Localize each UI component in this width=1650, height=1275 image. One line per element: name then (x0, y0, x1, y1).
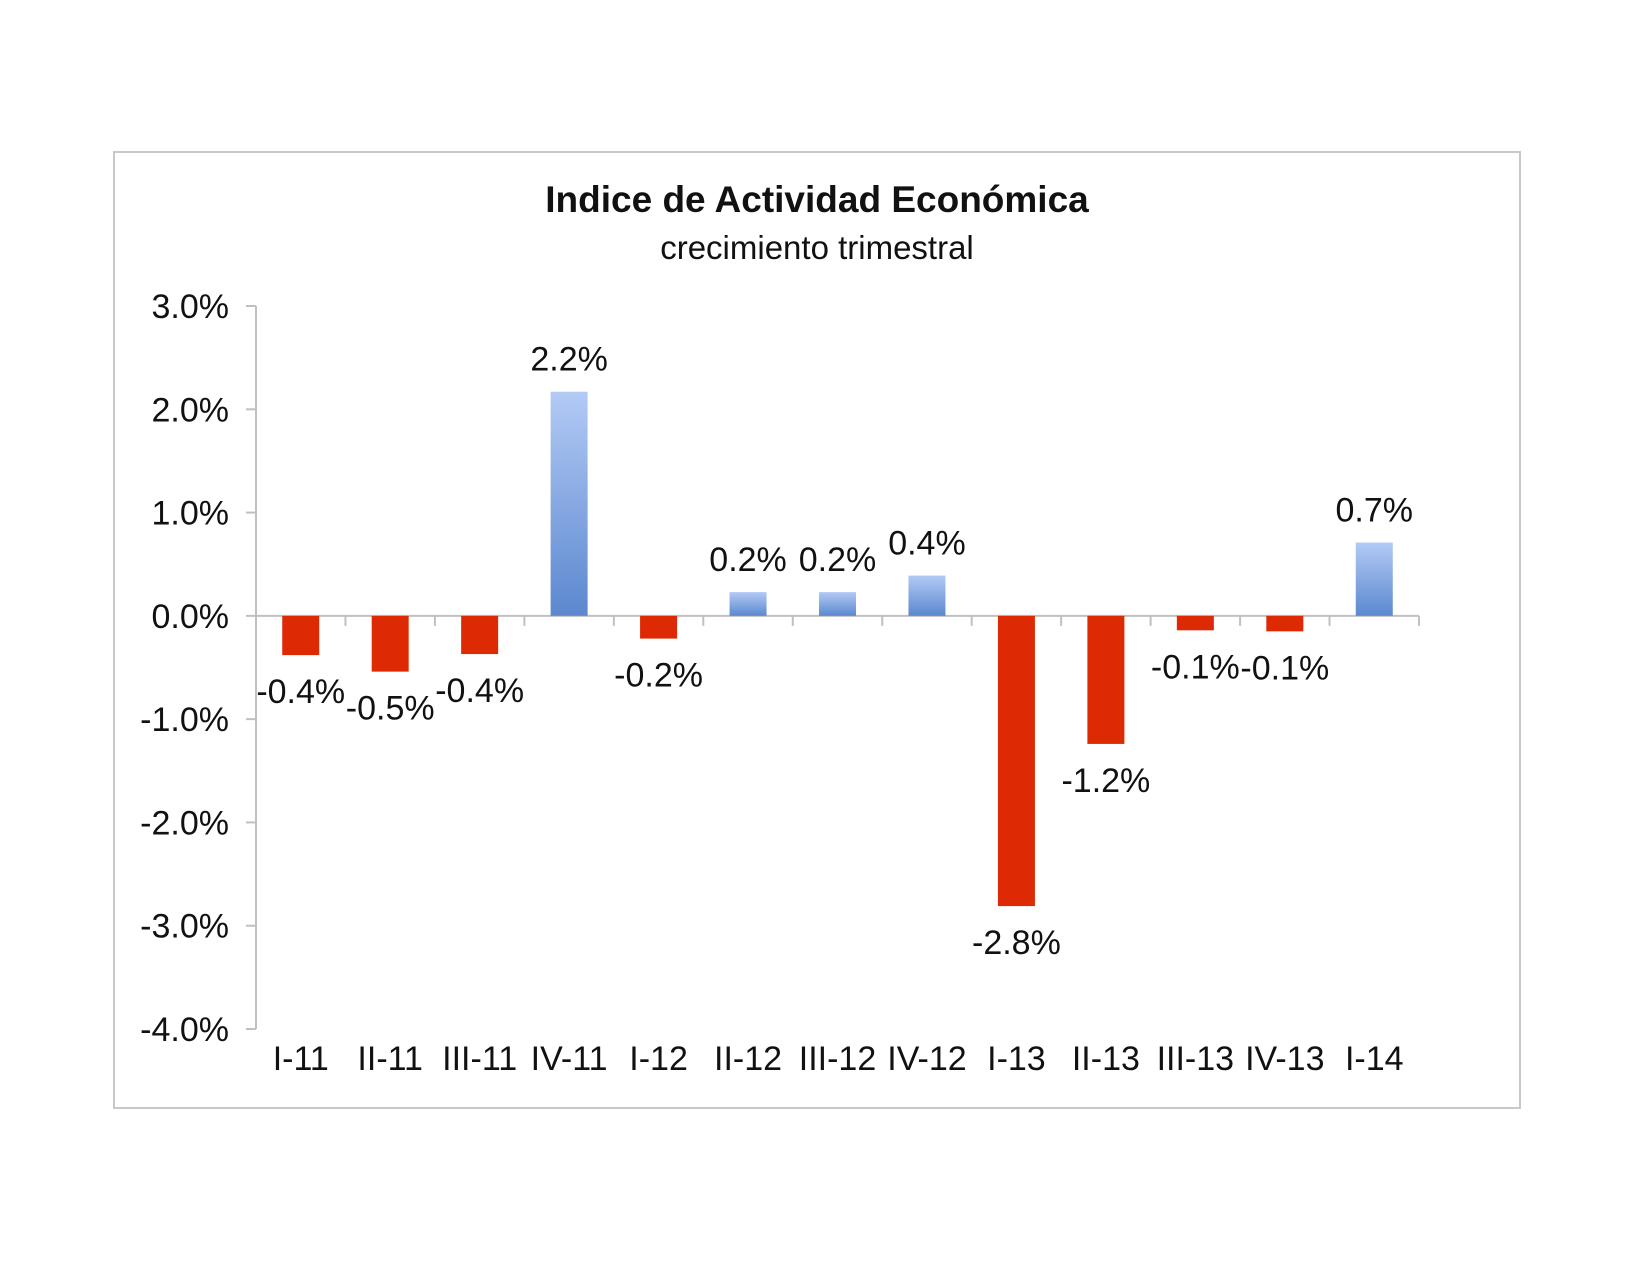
data-label-IV-12: 0.4% (888, 525, 966, 563)
x-tick-label: II-11 (357, 1040, 423, 1078)
chart-frame: Indice de Actividad Económica crecimient… (113, 151, 1521, 1109)
bar-I-13 (997, 615, 1035, 907)
bar-I-14 (1355, 542, 1393, 616)
x-tick-label: I-12 (629, 1040, 688, 1078)
bar-II-13 (1087, 615, 1125, 744)
data-label-IV-11: 2.2% (530, 341, 608, 379)
y-tick-label: -4.0% (140, 1011, 229, 1049)
chart-subtitle: crecimiento trimestral (660, 229, 974, 266)
data-label-I-14: 0.7% (1336, 492, 1414, 530)
x-tick-label: I-11 (273, 1040, 329, 1078)
chart-title: Indice de Actividad Económica (545, 179, 1089, 220)
data-label-II-12: 0.2% (709, 541, 787, 579)
bar-IV-13 (1266, 615, 1304, 632)
data-label-III-11: -0.4% (435, 672, 524, 710)
x-tick-label: I-13 (987, 1040, 1046, 1078)
x-tick-label: III-12 (799, 1040, 876, 1078)
data-label-I-12: -0.2% (614, 657, 703, 695)
y-tick-label: 0.0% (152, 598, 230, 636)
bar-III-13 (1176, 615, 1214, 631)
axes: 3.0% 2.0% 1.0% 0.0% -1.0% -2.0% -3.0% -4.0% (140, 288, 1420, 1049)
bar-I-11 (282, 615, 320, 656)
x-tick-label: II-13 (1072, 1040, 1140, 1078)
bar-III-12 (819, 592, 856, 616)
y-tick-label: 1.0% (152, 495, 230, 533)
bar-II-12 (729, 592, 767, 616)
bar-IV-12 (908, 575, 946, 616)
y-tick-label: -1.0% (140, 701, 229, 739)
bars (282, 391, 1393, 907)
bar-chart-plot: 3.0% 2.0% 1.0% 0.0% -1.0% -2.0% -3.0% -4.0% I-1… (140, 288, 1420, 1078)
bar-I-12 (640, 615, 678, 639)
y-tick-label: -2.0% (140, 804, 229, 842)
x-tick-label: II-12 (714, 1040, 782, 1078)
bar-III-11 (461, 615, 499, 655)
bar-IV-11 (550, 391, 588, 616)
y-tick-label: -3.0% (140, 908, 229, 946)
x-tick-label: IV-11 (531, 1040, 608, 1078)
data-label-I-11: -0.4% (256, 673, 345, 711)
x-tick-label: III-11 (442, 1040, 517, 1078)
x-tick-label: IV-12 (887, 1040, 966, 1078)
data-label-III-13: -0.1% (1151, 648, 1240, 686)
data-label-III-12: 0.2% (799, 541, 877, 579)
data-label-IV-13: -0.1% (1240, 649, 1329, 687)
bar-II-11 (371, 615, 409, 672)
y-tick-label: 3.0% (152, 288, 230, 326)
y-tick-label: 2.0% (152, 391, 230, 429)
data-labels: I-11 -0.4% II-11 -0.5% III-11 -0.4% IV-11 2.2% I… (256, 341, 1413, 1078)
x-tick-label: I-14 (1345, 1040, 1404, 1078)
x-tick-label: IV-13 (1245, 1040, 1324, 1078)
data-label-II-11: -0.5% (346, 690, 435, 728)
x-tick-label: III-13 (1157, 1040, 1234, 1078)
data-label-I-13: -2.8% (972, 924, 1061, 962)
data-label-II-13: -1.2% (1061, 762, 1150, 800)
